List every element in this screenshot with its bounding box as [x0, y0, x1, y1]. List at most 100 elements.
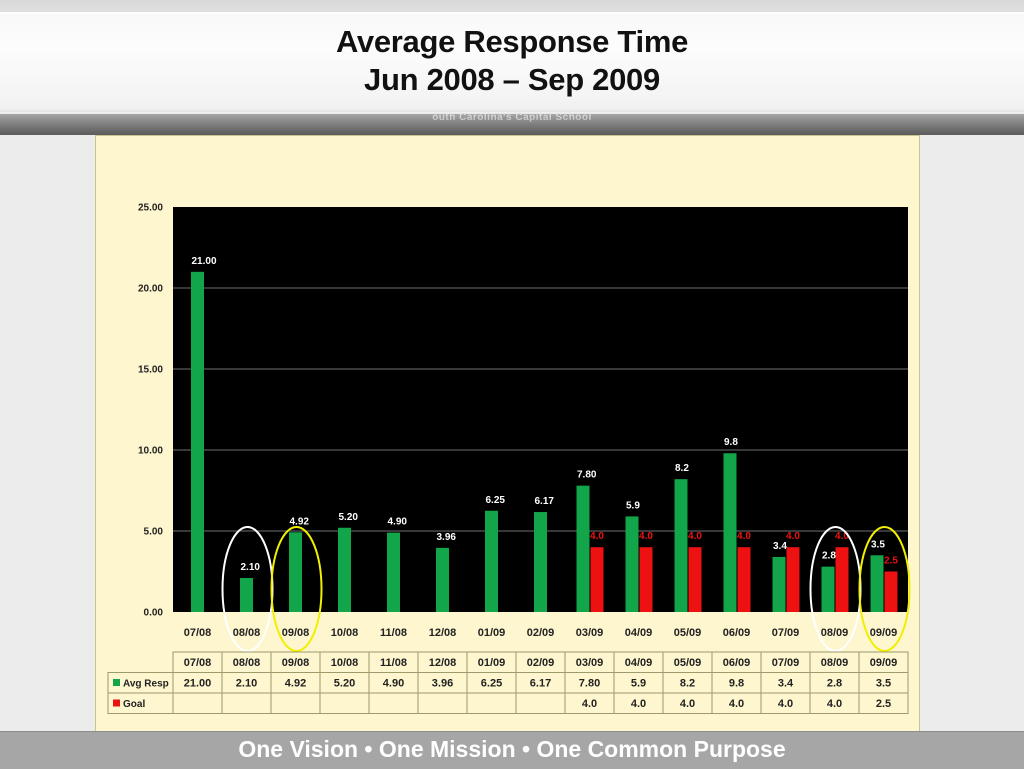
- x-tick-label: 06/09: [723, 627, 751, 639]
- data-table-header-cell: 07/08: [184, 657, 212, 669]
- data-table-goal-cell: 2.5: [876, 698, 891, 710]
- data-table-goal-cell: 4.0: [680, 698, 695, 710]
- data-table-header-cell: 09/09: [870, 657, 898, 669]
- avg-resp-bar: [576, 485, 590, 612]
- avg-resp-value-label: 6.17: [535, 496, 555, 507]
- banner-caption: outh Carolina's Capital School: [432, 112, 592, 123]
- avg-resp-value-label: 9.8: [724, 437, 738, 448]
- x-tick-label: 09/08: [282, 627, 310, 639]
- x-tick-label: 11/08: [380, 627, 407, 639]
- avg-resp-value-label: 2.10: [241, 562, 261, 573]
- avg-resp-bar: [674, 479, 688, 612]
- goal-bar: [688, 547, 702, 612]
- data-table-header-cell: 06/09: [723, 657, 751, 669]
- x-tick-label: 12/08: [429, 627, 457, 639]
- avg-resp-bar: [534, 512, 547, 612]
- data-table-header-cell: 08/09: [821, 657, 849, 669]
- y-tick-label: 25.00: [138, 203, 163, 214]
- data-table-header-cell: 04/09: [625, 657, 653, 669]
- avg-resp-bar: [772, 556, 786, 612]
- avg-resp-bar: [191, 271, 204, 612]
- data-table-goal-cell: 4.0: [582, 698, 597, 710]
- legend-avg-resp-label: Avg Resp: [123, 679, 169, 690]
- data-table-goal-cell: 4.0: [778, 698, 793, 710]
- avg-resp-value-label: 3.96: [437, 532, 457, 543]
- avg-resp-bar: [723, 453, 737, 612]
- data-table-header-cell: 05/09: [674, 657, 702, 669]
- footer-bar: One Vision • One Mission • One Common Pu…: [0, 731, 1024, 769]
- goal-bar: [884, 571, 898, 612]
- data-table-header-cell: 10/08: [331, 657, 359, 669]
- footer-slogan: One Vision • One Mission • One Common Pu…: [238, 736, 786, 762]
- x-tick-label: 10/08: [331, 627, 359, 639]
- x-tick-label: 04/09: [625, 627, 653, 639]
- goal-value-label: 4.0: [786, 531, 800, 542]
- avg-resp-value-label: 2.8: [822, 551, 836, 562]
- data-table-avg-cell: 6.25: [481, 678, 502, 690]
- legend-goal-label: Goal: [123, 699, 145, 710]
- data-table-header-cell: 12/08: [429, 657, 457, 669]
- data-table-header-cell: 03/09: [576, 657, 604, 669]
- y-tick-label: 10.00: [138, 446, 163, 457]
- y-tick-label: 20.00: [138, 284, 163, 295]
- goal-bar: [590, 547, 604, 612]
- data-table-goal-cell: 4.0: [827, 698, 842, 710]
- goal-value-label: 4.0: [639, 531, 653, 542]
- avg-resp-bar: [240, 577, 253, 612]
- avg-resp-value-label: 3.5: [871, 539, 885, 550]
- x-tick-label: 07/09: [772, 627, 800, 639]
- data-table-header-cell: 01/09: [478, 657, 506, 669]
- avg-resp-value-label: 6.25: [486, 495, 506, 506]
- data-table-avg-cell: 8.2: [680, 678, 695, 690]
- goal-bar: [737, 547, 751, 612]
- data-table-header-cell: 02/09: [527, 657, 555, 669]
- goal-value-label: 4.0: [590, 531, 604, 542]
- data-table-avg-cell: 7.80: [579, 678, 600, 690]
- avg-resp-bar: [485, 510, 498, 612]
- goal-bar: [835, 547, 849, 612]
- goal-value-label: 2.5: [884, 556, 898, 567]
- goal-bar: [786, 547, 800, 612]
- goal-bar: [639, 547, 653, 612]
- avg-resp-bar: [625, 516, 639, 612]
- avg-resp-value-label: 5.9: [626, 500, 640, 511]
- avg-resp-bar: [289, 532, 302, 612]
- x-tick-label: 02/09: [527, 627, 555, 639]
- goal-value-label: 4.0: [688, 531, 702, 542]
- y-tick-label: 5.00: [144, 527, 164, 538]
- y-tick-label: 0.00: [144, 608, 164, 619]
- data-table-avg-cell: 2.8: [827, 678, 842, 690]
- data-table-avg-cell: 3.4: [778, 678, 794, 690]
- data-table-goal-cell: 4.0: [631, 698, 646, 710]
- header-banner: Average Response Time Jun 2008 – Sep 200…: [0, 0, 1024, 135]
- x-tick-label: 08/08: [233, 627, 261, 639]
- data-table-avg-cell: 4.90: [383, 678, 404, 690]
- data-table-header-cell: 07/09: [772, 657, 800, 669]
- highlight-ellipse: [270, 526, 323, 652]
- data-table-header-cell: 09/08: [282, 657, 310, 669]
- bar-chart: 0.00 5.00 10.00 15.00 20.00 25.00 21.00 2.10 4.9…: [107, 203, 911, 714]
- avg-resp-value-label: 4.90: [388, 517, 408, 528]
- goal-value-label: 4.0: [737, 531, 751, 542]
- x-tick-label: 07/08: [184, 627, 212, 639]
- avg-resp-bar: [870, 555, 884, 612]
- data-table-avg-cell: 21.00: [184, 678, 212, 690]
- x-tick-label: 03/09: [576, 627, 604, 639]
- data-table-avg-cell: 6.17: [530, 678, 551, 690]
- data-table-avg-cell: 5.20: [334, 678, 355, 690]
- y-tick-label: 15.00: [138, 365, 163, 376]
- avg-resp-value-label: 21.00: [192, 256, 217, 267]
- data-table-avg-cell: 5.9: [631, 678, 646, 690]
- highlight-ellipse: [858, 526, 911, 652]
- data-table-header-cell: 11/08: [380, 657, 407, 669]
- chart-panel: 0.00 5.00 10.00 15.00 20.00 25.00 21.00 2.10 4.9…: [95, 135, 920, 733]
- x-tick-label: 01/09: [478, 627, 506, 639]
- x-tick-label: 05/09: [674, 627, 702, 639]
- legend-avg-resp-swatch: [113, 679, 120, 686]
- avg-resp-value-label: 7.80: [577, 470, 597, 481]
- avg-resp-value-label: 4.92: [290, 516, 310, 527]
- page-title: Average Response Time: [335, 24, 689, 59]
- avg-resp-value-label: 5.20: [339, 512, 359, 523]
- title-band: [0, 12, 1024, 114]
- x-tick-label: 09/09: [870, 627, 898, 639]
